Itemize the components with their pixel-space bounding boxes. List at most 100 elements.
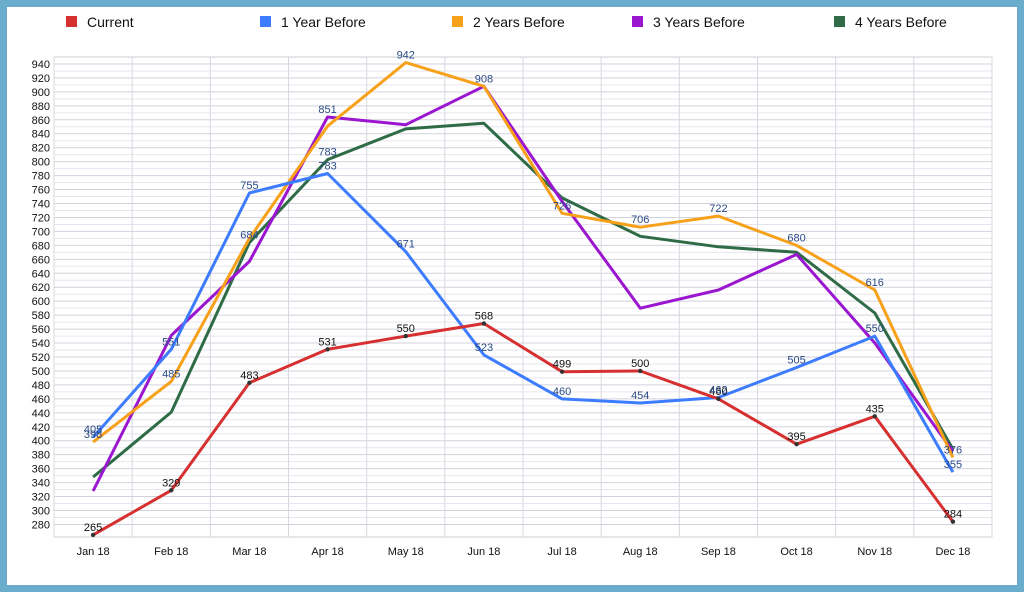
- chart-frame: Current 1 Year Before 2 Years Before 3 Year…: [7, 7, 1017, 585]
- x-tick-label: Oct 18: [780, 546, 812, 558]
- y-tick-label: 620: [32, 282, 50, 294]
- y-tick-label: 840: [32, 129, 50, 141]
- data-label: 550: [866, 323, 884, 335]
- x-tick-label: Dec 18: [935, 546, 970, 558]
- data-label: 398: [84, 429, 102, 441]
- data-point: [403, 333, 408, 339]
- data-label: 568: [475, 311, 493, 323]
- data-label: 405: [84, 424, 102, 436]
- y-tick-label: 880: [32, 101, 50, 113]
- series-line-4: [92, 121, 955, 479]
- data-label: 616: [866, 277, 884, 289]
- x-tick-label: Jun 18: [467, 546, 500, 558]
- x-tick-label: Nov 18: [857, 546, 892, 558]
- data-label: 726: [553, 200, 571, 212]
- data-label: 460: [553, 386, 571, 398]
- y-tick-label: 280: [32, 519, 50, 531]
- y-tick-label: 600: [32, 296, 50, 308]
- y-tick-label: 820: [32, 143, 50, 155]
- y-tick-label: 800: [32, 157, 50, 169]
- data-label: 284: [944, 509, 962, 521]
- y-tick-label: 680: [32, 240, 50, 252]
- series-line-1: [91, 172, 955, 473]
- y-tick-label: 720: [32, 212, 50, 224]
- legend-label-2: 2 Years Before: [473, 14, 565, 30]
- data-labels: 265 329 483 531 550 568 499 500 460 395 435 284 405 5…: [84, 50, 962, 534]
- y-tick-label: 440: [32, 408, 50, 420]
- y-tick-label: 380: [32, 450, 50, 462]
- data-label: 376: [944, 444, 962, 456]
- y-tick-label: 360: [32, 464, 50, 476]
- y-tick-label: 400: [32, 436, 50, 448]
- data-point: [90, 532, 96, 538]
- data-label: 355: [944, 459, 962, 471]
- legend-swatch-2: [452, 16, 463, 27]
- x-tick-label: Jul 18: [547, 546, 576, 558]
- legend-label-4: 4 Years Before: [855, 14, 947, 30]
- legend-label-0: Current: [87, 14, 134, 30]
- data-point: [716, 396, 721, 402]
- data-label: 783: [318, 147, 336, 159]
- y-tick-label: 900: [32, 87, 50, 99]
- y-tick-label: 580: [32, 310, 50, 322]
- data-label: 551: [162, 336, 180, 348]
- legend-swatch-4: [834, 16, 845, 27]
- data-point: [794, 442, 799, 447]
- data-label: 485: [162, 368, 180, 380]
- data-point: [559, 369, 565, 374]
- data-label: 395: [787, 431, 805, 443]
- y-tick-label: 940: [32, 59, 50, 71]
- data-label: 706: [631, 214, 649, 226]
- data-label: 483: [240, 370, 258, 382]
- series-line-2: [92, 61, 955, 459]
- x-axis: Jan 18 Feb 18 Mar 18 Apr 18 May 18 Jun 18 Jul …: [77, 546, 971, 558]
- legend-swatch-1: [260, 16, 271, 27]
- legend-swatch-3: [632, 16, 643, 27]
- data-label: 523: [475, 342, 493, 354]
- x-tick-label: Aug 18: [623, 546, 658, 558]
- legend: Current 1 Year Before 2 Years Before 3 Year…: [66, 14, 947, 30]
- data-label: 531: [318, 336, 336, 348]
- legend-swatch-0: [66, 16, 77, 27]
- legend-label-3: 3 Years Before: [653, 14, 745, 30]
- y-tick-label: 500: [32, 366, 50, 378]
- data-label: 942: [397, 50, 415, 62]
- series-lines: [90, 61, 956, 538]
- y-tick-label: 540: [32, 338, 50, 350]
- line-chart: Current 1 Year Before 2 Years Before 3 Year…: [32, 14, 993, 558]
- y-tick-label: 780: [32, 171, 50, 183]
- y-tick-label: 740: [32, 199, 50, 211]
- data-point: [950, 519, 956, 524]
- y-tick-label: 660: [32, 254, 50, 266]
- data-label: 460: [709, 386, 727, 398]
- y-tick-label: 420: [32, 422, 50, 434]
- data-label: 783: [318, 161, 336, 173]
- y-tick-label: 700: [32, 226, 50, 238]
- y-tick-label: 320: [32, 492, 50, 504]
- grid: [53, 56, 993, 538]
- x-tick-label: Sep 18: [701, 546, 736, 558]
- data-label: 454: [631, 390, 649, 402]
- data-point: [872, 414, 877, 419]
- series-line-0: [92, 322, 955, 537]
- data-point: [169, 488, 174, 493]
- data-label: 500: [631, 358, 649, 370]
- data-label: 908: [475, 73, 493, 85]
- data-label: 499: [553, 359, 571, 371]
- series-line-3: [91, 84, 955, 492]
- data-label: 680: [787, 232, 805, 244]
- legend-label-1: 1 Year Before: [281, 14, 366, 30]
- y-tick-label: 760: [32, 185, 50, 197]
- y-tick-label: 460: [32, 394, 50, 406]
- data-label: 671: [397, 239, 415, 251]
- data-label: 755: [240, 180, 258, 192]
- data-label: 329: [162, 477, 180, 489]
- data-label: 722: [709, 203, 727, 215]
- data-point: [247, 380, 252, 386]
- y-tick-label: 560: [32, 324, 50, 336]
- y-tick-label: 640: [32, 268, 50, 280]
- y-tick-label: 920: [32, 73, 50, 85]
- y-tick-label: 520: [32, 352, 50, 364]
- data-point: [481, 321, 487, 326]
